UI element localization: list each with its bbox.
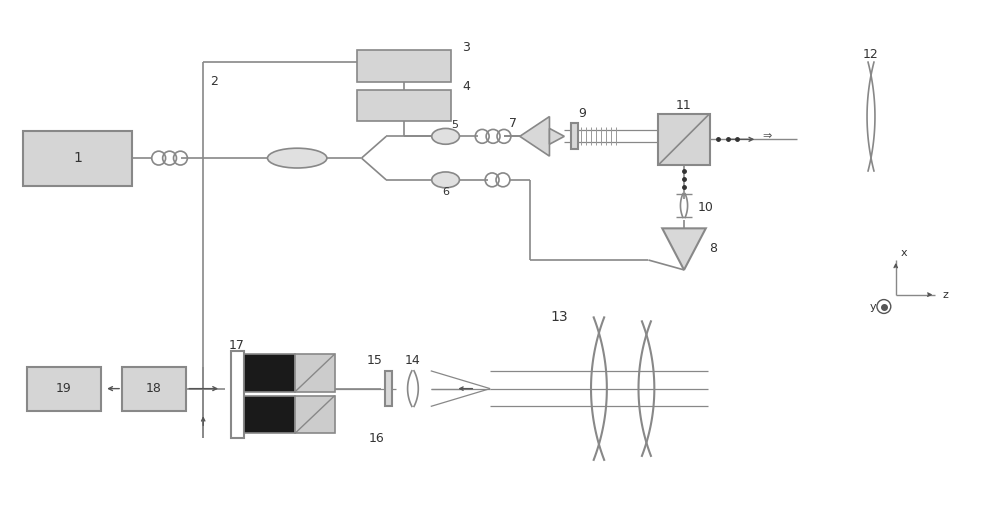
Bar <box>357 90 451 121</box>
Text: 8: 8 <box>709 242 717 255</box>
Text: 17: 17 <box>229 339 245 352</box>
Bar <box>571 123 578 149</box>
Text: 10: 10 <box>698 201 714 214</box>
Ellipse shape <box>432 172 459 188</box>
Text: 15: 15 <box>366 354 382 367</box>
Text: 12: 12 <box>863 48 879 61</box>
Bar <box>244 354 295 392</box>
Polygon shape <box>662 228 706 270</box>
Text: 6: 6 <box>442 187 449 197</box>
Text: 13: 13 <box>551 311 568 325</box>
Text: ⇒: ⇒ <box>762 131 772 141</box>
Bar <box>295 354 335 392</box>
Text: 5: 5 <box>451 120 458 130</box>
Bar <box>357 50 451 82</box>
Polygon shape <box>549 128 564 144</box>
Text: 4: 4 <box>462 80 470 93</box>
Bar <box>244 395 295 433</box>
Text: 2: 2 <box>210 76 218 89</box>
Text: 9: 9 <box>578 107 586 120</box>
Text: 1: 1 <box>73 151 82 165</box>
Bar <box>658 114 710 165</box>
Text: 14: 14 <box>405 354 421 367</box>
Text: 7: 7 <box>509 117 517 130</box>
Polygon shape <box>520 117 549 156</box>
Bar <box>27 367 101 412</box>
Text: z: z <box>942 290 948 300</box>
Text: 18: 18 <box>146 382 162 395</box>
Bar <box>231 351 244 438</box>
Bar <box>122 367 186 412</box>
Bar <box>23 131 132 186</box>
Text: 19: 19 <box>56 382 72 395</box>
Text: x: x <box>900 248 907 258</box>
Text: 16: 16 <box>368 431 384 444</box>
Ellipse shape <box>432 128 459 144</box>
Text: y: y <box>870 302 876 312</box>
Bar <box>385 371 392 406</box>
Text: 11: 11 <box>676 99 692 112</box>
Ellipse shape <box>268 148 327 168</box>
Bar <box>295 395 335 433</box>
Text: 3: 3 <box>462 41 470 54</box>
